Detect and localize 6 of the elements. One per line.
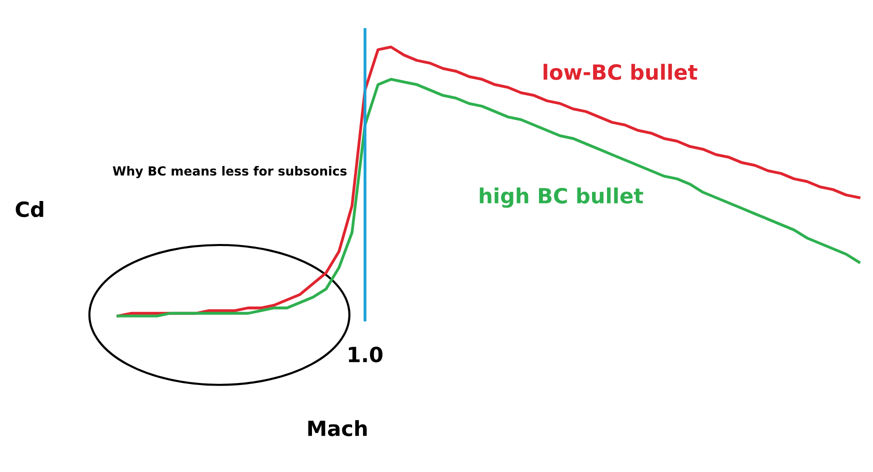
y-axis-title: Cd bbox=[16, 201, 44, 218]
x-axis-title: Mach bbox=[308, 420, 367, 436]
text: 1.0 bbox=[348, 346, 382, 362]
series-label: high BC bullet bbox=[480, 187, 644, 208]
series-label: low-BC bullet bbox=[544, 64, 698, 80]
annotation: Why BC means less for subsonics bbox=[112, 166, 347, 178]
